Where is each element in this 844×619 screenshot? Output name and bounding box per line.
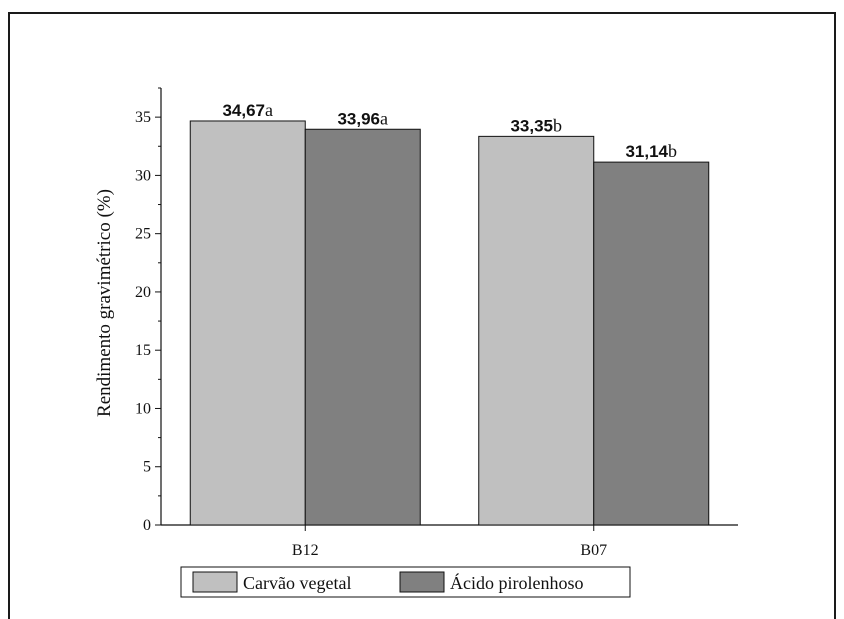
- legend-swatch: [399, 571, 445, 593]
- legend-label: Ácido pirolenhoso: [450, 572, 583, 593]
- bars: [189, 120, 710, 526]
- legend-label: Carvão vegetal: [243, 573, 351, 593]
- data-label: 34,67a: [222, 100, 273, 120]
- y-axis-label: Rendimento gravimétrico (%): [94, 189, 115, 417]
- bar: [593, 161, 710, 526]
- y-tick-label: 0: [143, 517, 151, 534]
- data-labels: 34,67a 33,96a 33,35b 31,14b: [222, 100, 677, 161]
- y-tick-label: 30: [135, 167, 151, 184]
- bar: [189, 120, 306, 526]
- data-label: 31,14b: [625, 141, 677, 161]
- x-tick-label: B07: [580, 542, 607, 559]
- legend: Carvão vegetal Ácido pirolenhoso: [180, 566, 631, 598]
- data-label: 33,96a: [337, 108, 388, 128]
- y-tick-label: 25: [135, 226, 151, 243]
- legend-swatch: [192, 571, 238, 593]
- y-tick-label: 35: [135, 109, 151, 126]
- y-tick-label: 5: [143, 459, 151, 476]
- y-tick-label: 10: [135, 400, 151, 417]
- bar: [478, 135, 595, 526]
- y-tick-label: 20: [135, 284, 151, 301]
- bar: [304, 128, 421, 526]
- y-tick-label: 15: [135, 342, 151, 359]
- x-tick-label: B12: [292, 542, 319, 559]
- data-label: 33,35b: [510, 115, 562, 135]
- figure-frame: [8, 12, 836, 619]
